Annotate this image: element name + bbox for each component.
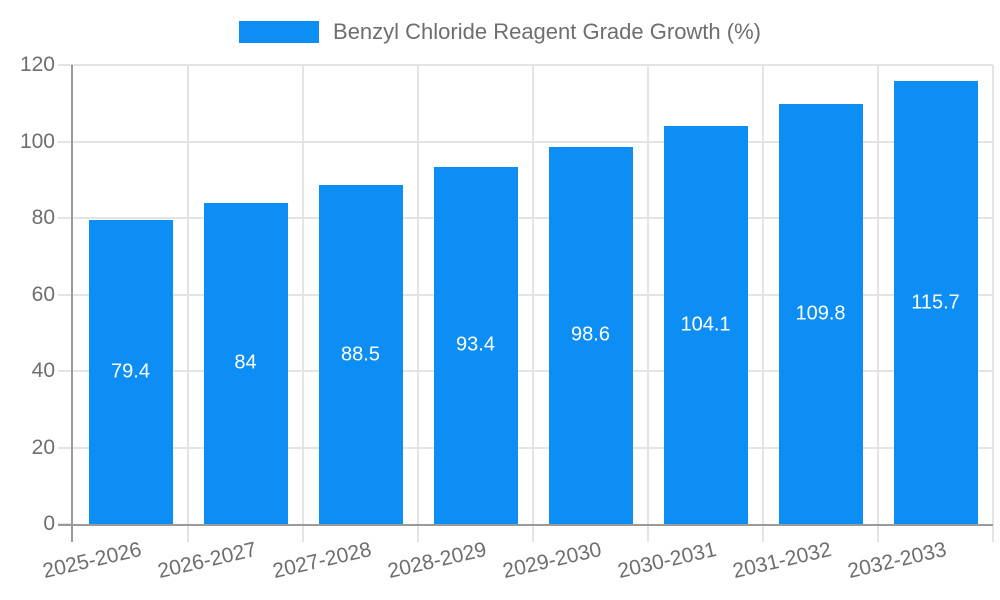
x-tick-label: 2032-2033 <box>845 538 949 584</box>
bar-value-label: 84 <box>234 351 257 374</box>
y-tick-label: 60 <box>31 282 55 306</box>
y-axis-line <box>71 65 73 542</box>
v-gridline <box>417 65 419 542</box>
bar: 98.6 <box>548 146 633 524</box>
y-tick-label: 120 <box>19 53 55 76</box>
bar: 104.1 <box>663 125 748 524</box>
x-tick-label: 2027-2028 <box>270 538 374 584</box>
v-gridline <box>647 65 649 542</box>
y-tick-label: 20 <box>31 435 55 459</box>
bar: 79.4 <box>88 220 173 524</box>
bar-value-label: 88.5 <box>341 343 380 366</box>
bar: 93.4 <box>433 166 518 524</box>
y-tick-label: 100 <box>19 129 55 153</box>
v-gridline <box>992 65 994 542</box>
bar-value-label: 109.8 <box>795 302 846 325</box>
bar-value-label: 98.6 <box>571 323 610 346</box>
x-tick-label: 2026-2027 <box>155 538 259 584</box>
bar-value-label: 104.1 <box>680 313 731 336</box>
v-gridline <box>302 65 304 542</box>
v-gridline <box>532 65 534 542</box>
y-tick-label: 80 <box>31 206 55 229</box>
v-gridline <box>762 65 764 542</box>
legend-label: Benzyl Chloride Reagent Grade Growth (%) <box>333 19 761 44</box>
v-gridline <box>187 65 189 542</box>
legend-swatch <box>239 21 320 43</box>
bar-value-label: 79.4 <box>111 360 150 383</box>
h-gridline <box>58 64 993 66</box>
y-tick-label: 40 <box>31 359 55 382</box>
legend: Benzyl Chloride Reagent Grade Growth (%) <box>0 19 1000 45</box>
bar: 84 <box>203 202 288 524</box>
x-tick-label: 2028-2029 <box>385 538 489 584</box>
bar: 115.7 <box>893 81 978 524</box>
bar: 88.5 <box>318 185 403 524</box>
x-tick-label: 2025-2026 <box>40 538 144 584</box>
h-gridline <box>58 293 993 296</box>
h-gridline <box>58 140 993 143</box>
v-gridline <box>877 65 879 542</box>
x-tick-label: 2031-2032 <box>730 538 834 584</box>
x-axis-line <box>58 524 993 526</box>
bar-value-label: 93.4 <box>456 333 495 356</box>
h-gridline <box>58 370 993 372</box>
h-gridline <box>58 217 993 219</box>
h-gridline <box>58 446 993 449</box>
y-tick-label: 0 <box>43 512 55 535</box>
x-tick-label: 2030-2031 <box>615 538 719 584</box>
plot-area: 79.4 84 88.5 93.4 98.6 104.1 109.8 115.7 <box>58 64 994 542</box>
x-tick-label: 2029-2030 <box>500 538 604 584</box>
bar-value-label: 115.7 <box>911 291 960 314</box>
bar: 109.8 <box>778 104 863 524</box>
